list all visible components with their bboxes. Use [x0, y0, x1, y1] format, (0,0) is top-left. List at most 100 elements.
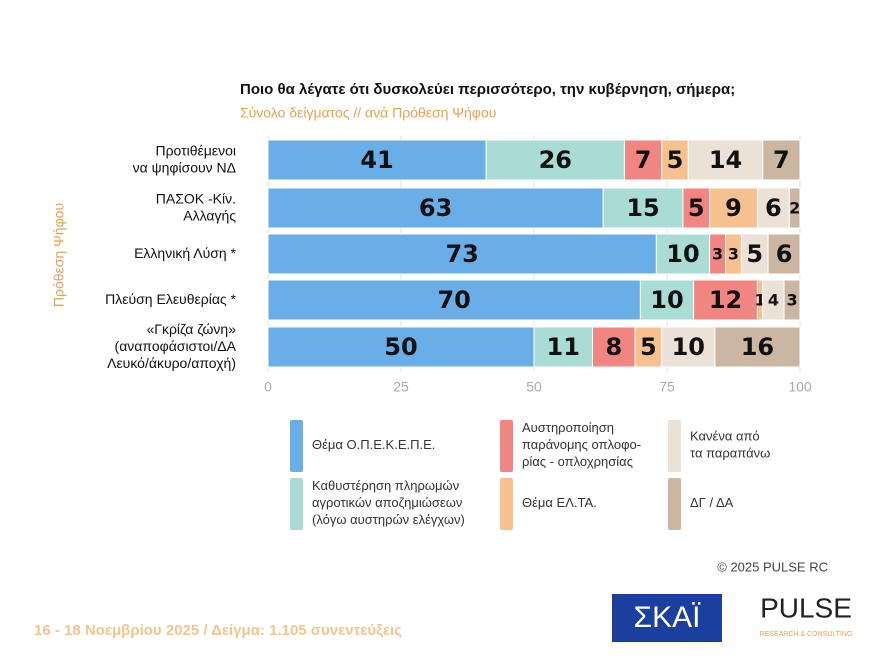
data-label: 3 — [712, 245, 723, 264]
data-label: 7 — [773, 146, 790, 174]
bar-segment — [756, 187, 790, 229]
data-label: 11 — [547, 333, 580, 361]
logo-right-sub: RESEARCH & CONSULTING — [760, 631, 853, 638]
category-label: Ελληνική Λύση * — [134, 245, 236, 261]
data-label: 5 — [688, 194, 705, 222]
bar-segment — [783, 279, 801, 321]
legend-label-line: ρίας - οπλοχρησίας — [522, 454, 633, 469]
legend-label-line: Αυστηροποίηση — [522, 420, 614, 435]
category-label-line: Πλεύση Ελευθερίας * — [105, 291, 236, 307]
legend-label-line: Καθυστέρηση πληρωμών — [312, 478, 459, 493]
legend-label-line: τα παραπάνω — [690, 446, 770, 461]
bar-segment — [788, 187, 801, 229]
data-label: 70 — [437, 286, 470, 314]
data-label: 50 — [384, 333, 417, 361]
data-label: 5 — [746, 240, 763, 268]
data-label: 73 — [445, 240, 478, 268]
bar-segment — [634, 326, 663, 368]
data-label: 12 — [709, 286, 742, 314]
category-label: Πλεύση Ελευθερίας * — [105, 291, 236, 307]
legend-label-line: αγροτικών αποζημιώσεων — [312, 495, 462, 510]
category-label: ΠΑΣΟΚ -Κίν. Αλλαγής — [156, 190, 236, 223]
data-label: 7 — [635, 146, 652, 174]
logo-left: ΣΚΑΪ — [634, 601, 702, 634]
x-tick-label: 25 — [393, 379, 409, 395]
data-label: 63 — [419, 194, 452, 222]
legend-label-line: ΔΓ / ΔΑ — [690, 495, 734, 510]
bar-segment — [767, 233, 801, 275]
data-label: 5 — [640, 333, 657, 361]
data-label: 8 — [605, 333, 622, 361]
bar-segment — [485, 139, 625, 181]
bar-segment — [602, 187, 684, 229]
data-label: 6 — [765, 194, 782, 222]
chart-title: Ποιο θα λέγατε ότι δυσκολεύει περισσότερ… — [240, 81, 735, 98]
category-label-line: Ελληνική Λύση * — [134, 245, 236, 261]
x-tick-label: 75 — [659, 379, 675, 395]
data-label: 10 — [650, 286, 683, 314]
legend-swatch — [668, 478, 681, 530]
data-label: 10 — [672, 333, 705, 361]
legend-label: Καθυστέρηση πληρωμών αγροτικών αποζημιώσε… — [312, 478, 465, 527]
bar-segment — [592, 326, 636, 368]
footer: 16 - 18 Νοεμβρίου 2025 / Δείγμα: 1.105 σ… — [34, 622, 402, 639]
copyright: © 2025 PULSE RC — [717, 559, 828, 574]
logo-box — [612, 594, 722, 642]
category-label-line: (αναποφάσιστοι/ΔΑ — [115, 338, 237, 354]
x-tick-label: 100 — [788, 379, 812, 395]
legend-label: Θέμα ΕΛ.ΤΑ. — [522, 495, 597, 510]
x-tick-label: 50 — [526, 379, 542, 395]
legend-label: Κανένα από τα παραπάνω — [690, 429, 770, 461]
data-label: 9 — [725, 194, 742, 222]
data-label: 14 — [709, 146, 742, 174]
data-label: 3 — [728, 245, 739, 264]
data-label: 10 — [666, 240, 699, 268]
data-label: 3 — [786, 291, 797, 310]
y-axis-label: Πρόθεση Ψήφου — [51, 203, 67, 307]
legend-swatch — [290, 420, 303, 472]
data-label: 41 — [360, 146, 393, 174]
category-label-line: Λευκό/άκυρο/αποχή) — [107, 355, 236, 371]
data-label: 6 — [776, 240, 793, 268]
legend-swatch — [500, 420, 513, 472]
legend-label: Θέμα Ο.Π.Ε.Κ.Ε.Π.Ε. — [312, 437, 435, 452]
category-label-line: να ψηφίσουν ΝΔ — [133, 159, 236, 175]
data-label: 4 — [768, 291, 779, 310]
bar-segment — [639, 279, 695, 321]
legend-swatch — [290, 478, 303, 530]
legend-label-line: Θέμα Ο.Π.Ε.Κ.Ε.Π.Ε. — [312, 437, 435, 452]
category-label-line: Προτιθέμενοι — [155, 142, 236, 158]
legend-label-line: Κανένα από — [690, 429, 760, 444]
bar-segment — [714, 326, 801, 368]
data-label: 2 — [789, 199, 800, 218]
legend-label-line: Θέμα ΕΛ.ΤΑ. — [522, 495, 597, 510]
bar-segment — [762, 139, 801, 181]
bar-segment — [267, 233, 657, 275]
data-label: 26 — [539, 146, 572, 174]
data-label: 15 — [626, 194, 659, 222]
bar-segment — [740, 233, 769, 275]
bar-segment — [267, 187, 604, 229]
category-label: «Γκρίζα ζώνη» (αναποφάσιστοι/ΔΑ Λευκό/άκυρ… — [107, 321, 237, 371]
legend-label-line: παράνομης οπλοφο- — [522, 437, 641, 452]
legend-label-line: (λόγω αυστηρών ελέγχων) — [312, 512, 465, 527]
data-label: 16 — [741, 333, 774, 361]
legend-swatch — [500, 478, 513, 530]
bar-segment — [267, 326, 535, 368]
legend-label: ΔΓ / ΔΑ — [690, 495, 734, 510]
bar-segment — [655, 233, 711, 275]
x-tick-label: 0 — [264, 379, 272, 395]
category-label: Προτιθέμενοι να ψηφίσουν ΝΔ — [133, 142, 236, 175]
chart-subtitle: Σύνολο δείγματος // ανά Πρόθεση Ψήφου — [240, 105, 496, 121]
data-label: 1 — [755, 291, 766, 310]
category-label-line: Αλλαγής — [183, 207, 236, 223]
bar-segment — [693, 279, 758, 321]
bar-segment — [267, 139, 487, 181]
legend-label: Αυστηροποίηση παράνομης οπλοφο-ρίας - οπλ… — [522, 420, 641, 469]
bar-segment — [682, 187, 711, 229]
logo-right: PULSE — [760, 592, 852, 623]
category-label-line: «Γκρίζα ζώνη» — [146, 321, 236, 337]
legend-swatch — [668, 420, 681, 472]
data-label: 5 — [667, 146, 684, 174]
